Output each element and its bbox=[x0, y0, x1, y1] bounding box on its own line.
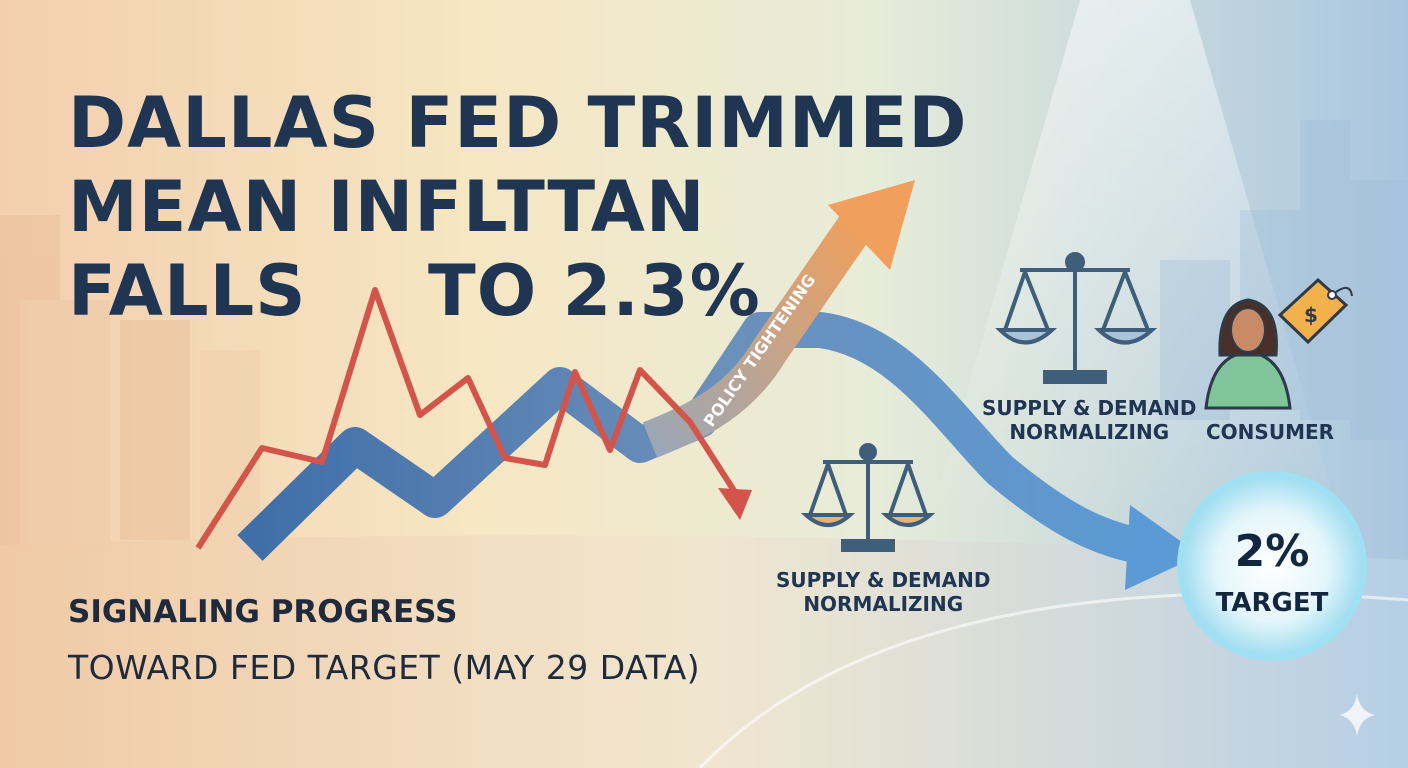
target-circle bbox=[1177, 471, 1367, 661]
headline-line-3b: TO 2.3% bbox=[428, 250, 761, 332]
subheadline-line-2: TOWARD FED TARGET (MAY 29 DATA) bbox=[68, 648, 701, 687]
policy-tightening-arrow bbox=[642, 209, 876, 458]
consumer-label: CONSUMER bbox=[1206, 420, 1335, 444]
subheadline-line-1: SIGNALING PROGRESS bbox=[68, 594, 458, 630]
target-value: 2% bbox=[1234, 526, 1310, 577]
supply-demand-label-upper: SUPPLY & DEMAND NORMALIZING bbox=[982, 396, 1196, 444]
floor-surface bbox=[0, 535, 1408, 768]
price-tag-icon: $ bbox=[1277, 277, 1353, 345]
balance-scale-icon bbox=[995, 252, 1158, 384]
balance-scale-icon bbox=[800, 443, 936, 552]
supply-demand-upper-line-1: SUPPLY & DEMAND bbox=[982, 396, 1197, 420]
inflation-red-line bbox=[195, 287, 743, 550]
price-tag-symbol: $ bbox=[1304, 303, 1318, 327]
supply-demand-label-lower: SUPPLY & DEMAND NORMALIZING bbox=[776, 568, 990, 616]
target-label: TARGET bbox=[1215, 588, 1329, 618]
supply-demand-upper-line-2: NORMALIZING bbox=[1009, 420, 1170, 444]
headline-line-1: DALLAS FED TRIMMED bbox=[68, 82, 968, 164]
headline-line-3a: FALLS bbox=[68, 250, 307, 332]
city-buildings-left bbox=[0, 215, 260, 550]
orange-arrow-head bbox=[828, 180, 915, 270]
blue-arrow-head bbox=[1125, 505, 1200, 590]
consumer-person-icon bbox=[1204, 298, 1292, 410]
supply-demand-lower-line-2: NORMALIZING bbox=[803, 592, 964, 616]
sparkle-icon bbox=[1339, 694, 1375, 736]
red-arrow-head bbox=[718, 488, 752, 520]
supply-demand-lower-line-1: SUPPLY & DEMAND bbox=[776, 568, 991, 592]
blue-trend-arrow bbox=[237, 312, 1154, 566]
headline-line-2: MEAN INFLTTAN bbox=[68, 166, 706, 248]
